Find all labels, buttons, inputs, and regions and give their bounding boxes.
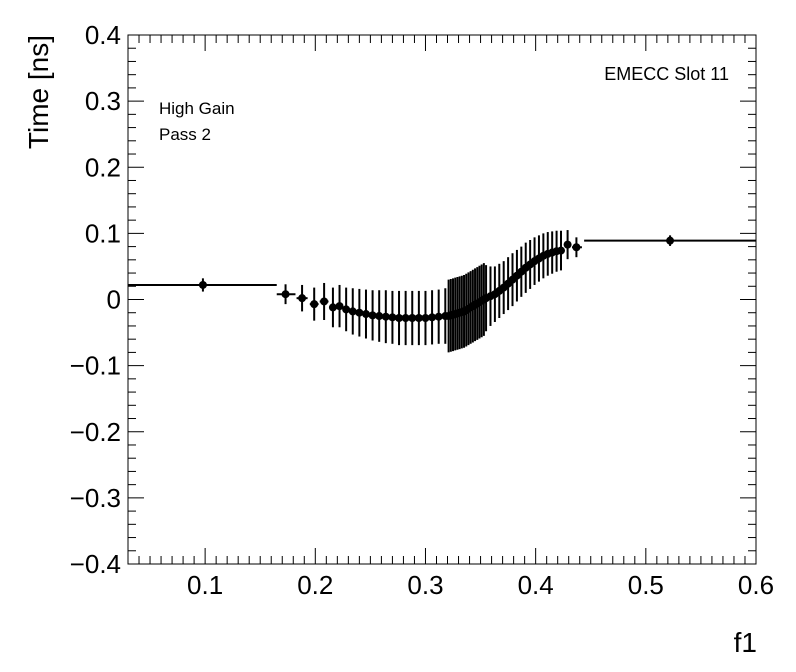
x-axis-title: f1 <box>734 627 757 658</box>
y-tick-label: −0.3 <box>70 483 121 513</box>
point-marker <box>556 246 565 255</box>
point-marker <box>428 313 437 322</box>
y-tick-label: 0.4 <box>85 20 121 50</box>
x-tick-label: 0.3 <box>407 570 443 600</box>
point-marker <box>368 311 377 320</box>
annotation-high-gain: High Gain <box>159 99 235 118</box>
point-marker <box>348 307 357 316</box>
point-marker <box>401 314 410 323</box>
point-marker <box>666 236 675 245</box>
point-marker <box>395 314 404 323</box>
y-tick-labels: −0.4 −0.3 −0.2 −0.1 0 0.1 0.2 0.3 0.4 <box>70 20 121 579</box>
point-marker <box>298 294 307 303</box>
data-point <box>296 284 308 312</box>
x-tick-label: 0.1 <box>187 570 223 600</box>
data-point <box>388 290 397 344</box>
point-marker <box>408 314 417 323</box>
point-marker <box>320 297 329 306</box>
data-point <box>375 290 384 342</box>
data-point <box>276 284 296 305</box>
data-point <box>348 288 357 335</box>
data-point <box>309 287 319 321</box>
y-tick-label: −0.2 <box>70 417 121 447</box>
point-marker <box>335 302 344 311</box>
data-point <box>428 290 437 345</box>
data-point <box>335 284 344 328</box>
data-point <box>361 289 370 339</box>
x-tick-label: 0.2 <box>297 570 333 600</box>
y-tick-label: 0.2 <box>85 152 121 182</box>
data-point <box>556 230 565 271</box>
slot-label: EMECC Slot 11 <box>604 64 729 84</box>
point-marker <box>342 305 351 314</box>
data-point <box>355 288 364 337</box>
data-point <box>408 290 417 346</box>
data-point <box>368 290 377 341</box>
data-point <box>381 290 390 344</box>
y-tick-label: −0.1 <box>70 351 121 381</box>
point-marker <box>563 240 572 249</box>
y-tick-label: 0 <box>107 285 121 315</box>
data-point <box>395 290 404 346</box>
annotation-pass: Pass 2 <box>159 125 211 144</box>
data-point <box>401 290 410 346</box>
data-points <box>128 230 756 353</box>
axis-ticks <box>127 34 757 565</box>
data-point <box>328 287 337 328</box>
y-tick-label: 0.3 <box>85 86 121 116</box>
point-marker <box>381 312 390 321</box>
data-point <box>434 289 443 344</box>
y-axis-title: Time [ns] <box>23 35 54 149</box>
point-marker <box>361 310 370 319</box>
y-tick-label: −0.4 <box>70 549 121 579</box>
x-tick-labels: 0.1 0.2 0.3 0.4 0.5 0.6 <box>187 570 774 600</box>
data-point <box>584 235 756 246</box>
data-point <box>563 230 572 260</box>
point-marker <box>355 308 364 317</box>
data-point <box>414 290 423 346</box>
data-point <box>319 282 329 320</box>
point-marker <box>375 312 384 321</box>
data-point <box>342 287 351 332</box>
y-tick-label: 0.1 <box>85 218 121 248</box>
point-marker <box>328 303 337 312</box>
x-tick-label: 0.5 <box>628 570 664 600</box>
point-marker <box>281 290 290 299</box>
point-marker <box>421 314 430 323</box>
data-point <box>572 237 582 258</box>
point-marker <box>414 314 423 323</box>
point-marker <box>572 243 581 252</box>
point-marker <box>198 280 207 289</box>
point-marker <box>310 300 319 309</box>
x-tick-label: 0.4 <box>518 570 554 600</box>
point-marker <box>434 312 443 321</box>
point-marker <box>388 313 397 322</box>
x-tick-label: 0.6 <box>738 570 774 600</box>
data-point <box>128 278 277 292</box>
data-point <box>421 290 430 346</box>
